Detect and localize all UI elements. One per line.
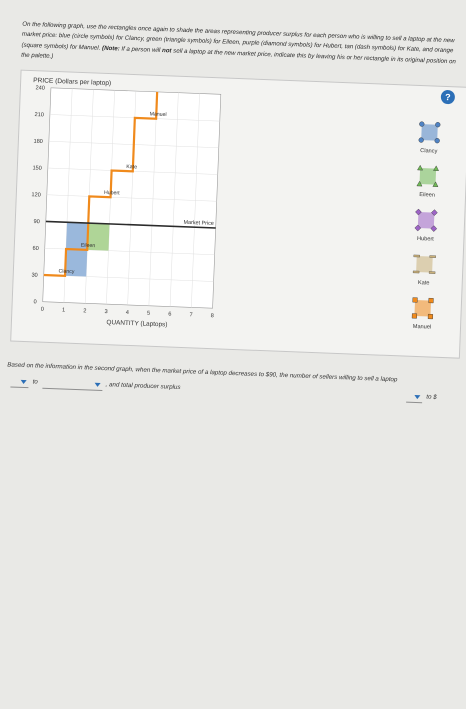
instructions-text-2: If a person will	[121, 45, 161, 54]
chevron-down-icon	[414, 394, 421, 400]
diamond-symbol-rectangle[interactable]	[417, 212, 435, 229]
square-symbol-icon	[428, 297, 434, 304]
x-tick-label: 6	[168, 311, 171, 317]
palette-label: Kate	[418, 280, 430, 286]
square-symbol-icon	[411, 313, 418, 319]
seller-labels: Clancy Eileen Hubert Kate Manuel Market Price	[58, 111, 214, 275]
palette-label: Manuel	[413, 324, 432, 331]
chevron-down-icon	[20, 379, 27, 385]
x-tick-label: 3	[104, 309, 107, 315]
triangle-symbol-icon	[416, 180, 423, 187]
dash-symbol-icon	[429, 255, 436, 258]
market-price-label: Market Price	[183, 220, 213, 227]
x-tick-label: 8	[211, 313, 214, 319]
y-tick-label: 60	[32, 246, 38, 252]
circle-symbol-icon	[435, 122, 441, 128]
diamond-symbol-icon	[431, 209, 438, 216]
dash-symbol-icon	[413, 254, 420, 258]
y-tick-label: 210	[34, 112, 44, 118]
to-label-2: to $	[426, 393, 437, 401]
diamond-symbol-icon	[415, 208, 422, 216]
y-axis-title: PRICE (Dollars per laptop)	[33, 77, 111, 87]
not-word: not	[161, 46, 172, 55]
square-symbol-rectangle[interactable]	[414, 299, 432, 317]
step-label-manuel: Manuel	[149, 111, 166, 118]
square-symbol-icon	[427, 313, 434, 320]
note-label: (Note:	[101, 44, 120, 53]
y-tick-label: 240	[35, 85, 45, 91]
instructions: On the following graph, use the rectangl…	[21, 20, 462, 78]
diamond-symbol-icon	[414, 224, 422, 232]
circle-symbol-icon	[418, 137, 424, 143]
step-label-hubert: Hubert	[104, 190, 120, 197]
x-tick-label: 4	[126, 310, 129, 316]
sellers-from-dropdown[interactable]	[10, 377, 29, 389]
rectangle-palette[interactable]: Clancy Eileen Hubert Kate Manuel	[411, 121, 441, 331]
grid-line-horizontal	[46, 194, 217, 202]
palette-label: Eileen	[419, 192, 435, 199]
market-price-line	[45, 220, 216, 229]
palette-item-eileen[interactable]: Eileen	[416, 164, 439, 199]
x-tick-label: 0	[41, 307, 44, 313]
y-tick-label: 180	[33, 139, 43, 145]
y-tick-label: 30	[31, 272, 37, 278]
y-tick-label: 150	[32, 165, 42, 171]
graph-panel: ? PRICE (Dollars per laptop) 0 30 60 90 120 1…	[10, 69, 466, 359]
triangle-symbol-icon	[433, 165, 439, 171]
step-label-clancy: Clancy	[58, 268, 74, 275]
palette-label: Clancy	[420, 148, 438, 155]
y-tick-label: 90	[33, 219, 39, 225]
circle-symbol-icon	[419, 121, 425, 127]
to-label-1: to	[32, 378, 38, 386]
palette-item-manuel[interactable]: Manuel	[411, 297, 434, 331]
palette-item-clancy[interactable]: Clancy	[418, 121, 441, 155]
surplus-rect-eileen[interactable]	[87, 223, 110, 251]
palette-item-hubert[interactable]: Hubert	[414, 208, 438, 243]
dash-symbol-icon	[412, 270, 420, 274]
supply-curve	[43, 91, 216, 277]
triangle-symbol-icon	[417, 164, 423, 171]
surplus-from-dropdown[interactable]	[406, 392, 423, 404]
dash-symbol-rectangle[interactable]	[416, 255, 433, 273]
axis-ticks: 0 30 60 90 120 150 180 210 240 0 1 2 3 4 5 6 7 8	[31, 85, 214, 319]
circle-symbol-icon	[434, 138, 440, 144]
x-axis-title: QUANTITY (Laptops)	[106, 319, 167, 328]
supply-step-line	[43, 91, 159, 277]
dash-symbol-icon	[428, 271, 436, 274]
step-label-kate: Kate	[126, 164, 137, 170]
circle-symbol-rectangle[interactable]	[421, 124, 438, 141]
palette-item-kate[interactable]: Kate	[412, 254, 436, 287]
palette-label: Hubert	[417, 236, 434, 243]
x-tick-label: 2	[83, 308, 86, 314]
x-tick-label: 1	[62, 307, 65, 313]
producer-surplus-chart: PRICE (Dollars per laptop) 0306090120150…	[31, 77, 441, 331]
diamond-symbol-icon	[430, 225, 438, 232]
y-tick-label: 0	[33, 299, 36, 305]
square-symbol-icon	[412, 297, 418, 303]
producer-surplus-label: , and total producer surplus	[105, 381, 181, 392]
step-label-eileen: Eileen	[81, 243, 96, 250]
sellers-to-dropdown[interactable]	[42, 378, 103, 392]
y-tick-label: 120	[31, 192, 41, 198]
x-tick-label: 7	[189, 312, 192, 318]
x-tick-label: 5	[147, 311, 150, 317]
triangle-symbol-rectangle[interactable]	[419, 168, 437, 185]
triangle-symbol-icon	[432, 181, 439, 187]
chevron-down-icon	[94, 382, 101, 387]
